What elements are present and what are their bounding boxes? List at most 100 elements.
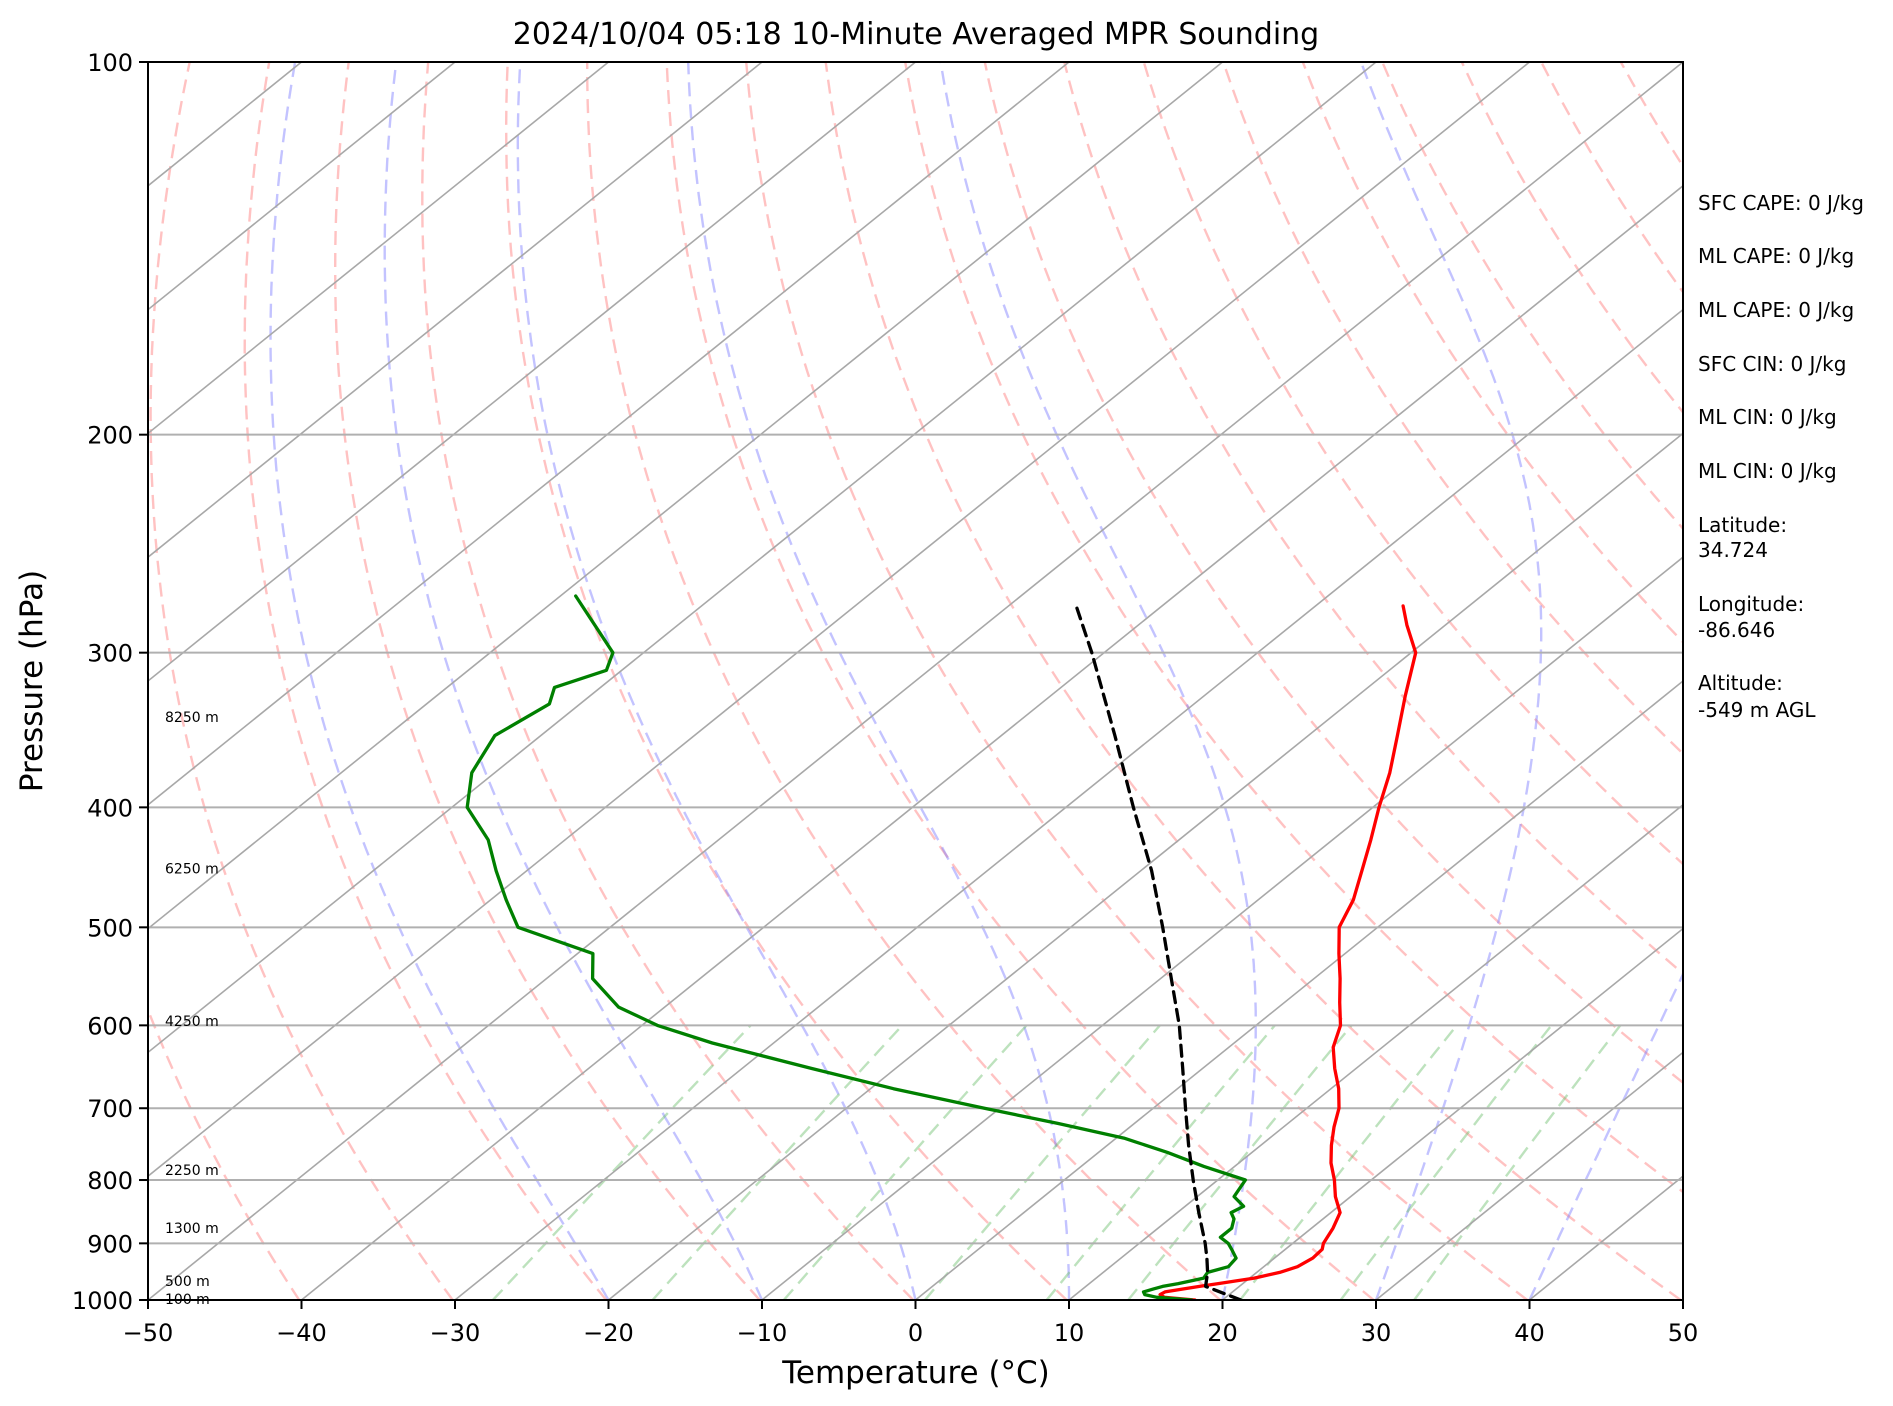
- y-axis-label: Pressure (hPa): [14, 570, 50, 792]
- parcel-profile-line: [1074, 604, 1243, 1300]
- ml-cape-text: ML CAPE: 0 J/kg: [1698, 244, 1854, 268]
- dry-adiabat-line: [1063, 62, 1683, 976]
- y-tick-label: 100: [87, 49, 133, 77]
- x-tick-label: 0: [908, 1319, 923, 1347]
- dry-adiabat-line: [824, 62, 1682, 1300]
- dry-adiabat-line: [1222, 62, 1683, 756]
- mixing-ratio-line: [1239, 1024, 1458, 1300]
- x-tick-label: −40: [276, 1319, 327, 1347]
- isotherm-line: [1375, 1051, 1683, 1300]
- isotherm-line: [148, 62, 456, 311]
- mixing-ratio-lines: [492, 1024, 1622, 1300]
- x-tick-label: 20: [1207, 1319, 1238, 1347]
- dry-adiabat-line: [149, 62, 454, 1300]
- y-tick-label: 900: [87, 1230, 133, 1258]
- dry-adiabat-line: [1460, 62, 1683, 415]
- latitude-label: Latitude:: [1698, 513, 1787, 537]
- longitude-label: Longitude:: [1698, 592, 1804, 616]
- x-tick-label: −20: [583, 1319, 634, 1347]
- y-tick-label: 200: [87, 422, 133, 450]
- longitude-value: -86.646: [1698, 618, 1775, 642]
- latitude-value: 34.724: [1698, 538, 1768, 562]
- isotherm-line: [148, 62, 1683, 1300]
- x-tick-label: 50: [1668, 1319, 1699, 1347]
- sfc-cape-text: SFC CAPE: 0 J/kg: [1698, 191, 1864, 215]
- mixing-ratio-line: [492, 1024, 752, 1300]
- x-tick-label: −30: [430, 1319, 481, 1347]
- isotherm-line: [300, 184, 1683, 1300]
- moist-adiabats: [269, 62, 1683, 1300]
- y-tick-label: 400: [87, 794, 133, 822]
- y-tick-label: 500: [87, 914, 133, 942]
- temperature-profile-line: [1158, 604, 1418, 1300]
- isotherm-line: [148, 62, 1531, 1178]
- height-label: 4250 m: [165, 1014, 219, 1030]
- mixing-ratio-line: [1339, 1024, 1553, 1300]
- isotherm-line: [1221, 927, 1683, 1300]
- dry-adiabat-line: [1381, 62, 1683, 531]
- dry-adiabat-line: [1859, 62, 1893, 1300]
- x-tick-label: 40: [1514, 1319, 1545, 1347]
- dry-adiabat-line: [504, 62, 1068, 1300]
- x-axis-ticks: −50 −40 −30 −20 −10 0 10 20 30 40 50: [123, 1300, 1699, 1347]
- altitude-label: Altitude:: [1698, 671, 1783, 695]
- isotherm-line: [1068, 803, 1683, 1300]
- x-tick-label: 30: [1361, 1319, 1392, 1347]
- height-label: 8250 m: [165, 710, 219, 726]
- dry-adiabat-line: [333, 62, 761, 1300]
- y-tick-label: 300: [87, 640, 133, 668]
- height-label: 500 m: [165, 1274, 210, 1290]
- ml-cin-text: ML CIN: 0 J/kg: [1698, 405, 1837, 429]
- dry-adiabat-line: [243, 62, 608, 1300]
- y-axis-ticks: 100 200 300 400 500 600 700 800 900 1000: [72, 49, 148, 1315]
- isotherm-line: [148, 62, 763, 559]
- height-labels: 100 m 500 m 1300 m 2250 m 4250 m 6250 m 8250 m: [165, 710, 219, 1308]
- isotherm-line: [761, 556, 1683, 1300]
- sfc-cin-text: SFC CIN: 0 J/kg: [1698, 352, 1846, 376]
- height-label: 1300 m: [165, 1221, 219, 1237]
- altitude-value: -549 m AGL: [1698, 698, 1816, 722]
- skewed-isotherms: [148, 62, 1683, 1300]
- dry-adiabats: [148, 62, 1893, 1300]
- isotherm-line: [148, 62, 1070, 806]
- isotherm-line: [148, 62, 917, 683]
- moist-adiabat-line: [383, 62, 764, 1300]
- mixing-ratio-line: [1045, 1024, 1276, 1300]
- moist-adiabat-line: [269, 62, 610, 1300]
- isotherm-line: [454, 308, 1683, 1300]
- moist-adiabat-line: [1528, 971, 1683, 1300]
- sounding-stats: SFC CAPE: 0 J/kg ML CAPE: 0 J/kg ML CAPE…: [1698, 191, 1864, 722]
- chart-title: 2024/10/04 05:18 10-Minute Averaged MPR …: [513, 17, 1319, 52]
- y-tick-label: 700: [87, 1095, 133, 1123]
- y-tick-label: 600: [87, 1012, 133, 1040]
- moist-adiabat-line: [516, 62, 917, 1300]
- ml-cape-text-2: ML CAPE: 0 J/kg: [1698, 298, 1854, 322]
- y-tick-label: 800: [87, 1167, 133, 1195]
- isotherm-line: [148, 62, 1224, 930]
- dry-adiabat-line: [983, 62, 1683, 1085]
- x-tick-label: 10: [1054, 1319, 1085, 1347]
- ml-cin-text-2: ML CIN: 0 J/kg: [1698, 459, 1837, 483]
- height-label: 2250 m: [165, 1163, 219, 1179]
- dry-adiabat-line: [904, 62, 1683, 1194]
- height-label: 100 m: [165, 1292, 210, 1308]
- isotherm-line: [148, 62, 1377, 1054]
- isotherm-line: [914, 679, 1683, 1300]
- dry-adiabat-line: [586, 62, 1221, 1300]
- dewpoint-profile-line: [465, 594, 1248, 1300]
- dry-adiabat-line: [665, 62, 1375, 1300]
- isotherm-line: [148, 62, 610, 435]
- sounding-profiles: [465, 594, 1418, 1300]
- moist-adiabat-line: [939, 62, 1257, 1300]
- dry-adiabat-line: [421, 62, 915, 1300]
- dry-adiabat-line: [745, 62, 1528, 1300]
- isobars: [148, 433, 1683, 1300]
- x-tick-label: −50: [123, 1319, 174, 1347]
- x-tick-label: −10: [737, 1319, 788, 1347]
- mixing-ratio-line: [1413, 1024, 1622, 1300]
- mixing-ratio-line: [923, 1024, 1161, 1300]
- x-axis-label: Temperature (°C): [781, 1355, 1050, 1391]
- isotherm-line: [607, 432, 1683, 1300]
- moist-adiabat-line: [1359, 62, 1543, 1300]
